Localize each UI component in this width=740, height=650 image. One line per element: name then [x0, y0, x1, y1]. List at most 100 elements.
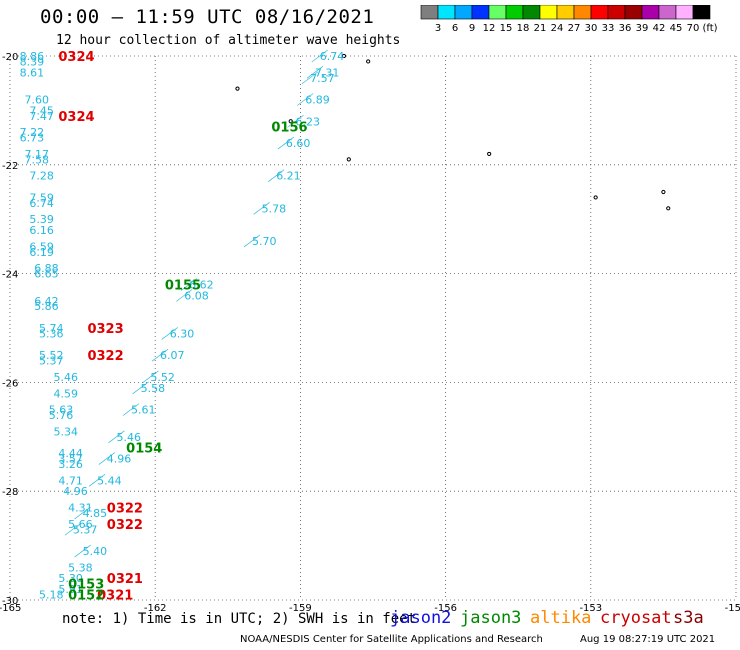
colorbar-label: 33 [602, 23, 615, 34]
wave-height-label: 6.60 [286, 137, 311, 150]
wave-height-label: 5.46 [116, 431, 141, 444]
island-marker [666, 206, 671, 211]
pass-time-label: 0321 [107, 572, 143, 587]
wave-height-label: 5.58 [141, 382, 166, 395]
wave-height-label: 8.61 [20, 66, 45, 79]
wave-height-label: 5.37 [73, 523, 98, 536]
lon-tick-label: -153 [579, 603, 602, 614]
wave-height-label: 5.78 [262, 202, 287, 215]
satellite-name-cryosat: cryosat [600, 608, 672, 628]
wave-height-label: 6.74 [320, 50, 345, 63]
track-tick [161, 327, 178, 340]
wave-height-label: 3.57 [58, 453, 83, 466]
wave-height-label: 7.17 [25, 148, 50, 161]
wave-height-label: 4.85 [83, 507, 108, 520]
wave-height-label: 8.39 [20, 55, 45, 68]
wave-height-label: 4.96 [107, 453, 132, 466]
wave-height-label: 5.74 [39, 322, 64, 335]
wave-height-label: 6.89 [305, 94, 330, 107]
track-tick [74, 506, 91, 520]
wave-height-label: 6.21 [276, 170, 301, 183]
wave-height-label: 5.61 [131, 404, 156, 417]
island-marker [341, 53, 347, 59]
wave-height-label: 5.37 [39, 355, 64, 368]
track-tick [297, 93, 314, 106]
wave-height-label: 5.91 [58, 583, 83, 596]
track-tick [301, 71, 319, 85]
wave-height-label: 3.26 [58, 458, 83, 471]
wave-height-label: 5.70 [252, 235, 277, 248]
island-marker [235, 86, 240, 91]
track-tick [88, 474, 106, 487]
colorbar-label: 15 [500, 23, 513, 34]
pass-time-label: 0154 [126, 442, 162, 457]
colorbar-label: 9 [469, 23, 475, 34]
island-marker [366, 59, 371, 64]
wave-height-label: 5.38 [68, 561, 93, 574]
wave-height-label: 6.07 [160, 349, 185, 362]
pass-time-label: 0323 [87, 322, 123, 337]
colorbar-label: 24 [551, 23, 564, 34]
lon-tick-label: -165 [0, 603, 21, 614]
wave-height-label: 7.59 [29, 191, 54, 204]
track-tick [311, 49, 328, 63]
colorbar-label: 45 [670, 23, 683, 34]
track-tick [74, 544, 91, 558]
wave-height-label: 6.42 [34, 295, 59, 308]
satellite-name-jason3: jason3 [460, 608, 522, 628]
wave-height-label: 6.62 [189, 278, 214, 291]
wave-height-label: 8.86 [20, 50, 45, 63]
wave-height-label: 5.18 [39, 589, 64, 602]
wave-height-label: 7.47 [29, 110, 54, 123]
lat-tick-label: -20 [2, 52, 18, 63]
wave-height-label: 6.59 [29, 240, 54, 253]
pass-time-label: 0322 [87, 349, 123, 364]
satellite-name-jason2: jason2 [390, 608, 452, 628]
wave-height-label: 6.23 [296, 115, 321, 128]
pass-time-label: 0324 [58, 110, 94, 125]
wave-height-label: 6.73 [20, 132, 45, 145]
colorbar-label: 36 [619, 23, 632, 34]
wave-height-label: 6.74 [29, 197, 54, 210]
credit-text: NOAA/NESDIS Center for Satellite Applica… [240, 634, 543, 645]
track-tick [277, 136, 295, 150]
pass-time-label: 0321 [97, 589, 133, 604]
satellite-name-s3a: s3a [673, 608, 704, 628]
wave-height-label: 5.44 [97, 474, 122, 487]
track-tick [180, 278, 198, 291]
pass-time-label: 0322 [107, 518, 143, 533]
colorbar-label: 39 [636, 23, 649, 34]
island-marker [593, 195, 598, 200]
wave-height-label: 4.31 [68, 502, 93, 515]
wave-height-label: 5.36 [39, 327, 64, 340]
generated-timestamp: Aug 19 08:27:19 UTC 2021 [580, 634, 716, 645]
colorbar-label: 18 [517, 23, 530, 34]
footer-note: note: 1) Time is in UTC; 2) SWH is in fe… [62, 611, 417, 627]
wave-height-label: 6.08 [184, 289, 209, 302]
wave-height-label: 5.52 [150, 371, 175, 384]
chart-title: 00:00 — 11:59 UTC 08/16/2021 [40, 6, 375, 28]
track-tick [142, 370, 159, 384]
satellite-name-altika: altika [530, 608, 592, 628]
wave-height-label: 6.19 [29, 246, 54, 259]
wave-height-label: 4.44 [58, 447, 83, 460]
track-tick [132, 381, 149, 395]
track-tick [287, 114, 304, 128]
track-tick [108, 430, 125, 444]
colorbar-label: (ft) [702, 23, 717, 34]
colorbar-label: 42 [653, 23, 666, 34]
wave-height-label: 7.57 [310, 72, 335, 85]
wave-height-label: 7.28 [29, 170, 54, 183]
wave-height-label: 5.39 [29, 213, 54, 226]
track-tick [176, 289, 193, 302]
wave-height-label: 7.31 [315, 66, 340, 79]
lat-tick-label: -24 [2, 270, 18, 281]
wave-height-label: 6.16 [29, 224, 54, 237]
lat-tick-label: -22 [2, 161, 18, 172]
pass-time-label: 0156 [271, 121, 307, 136]
wave-height-label: 5.76 [49, 409, 74, 422]
colorbar-label: 21 [534, 23, 547, 34]
lon-tick-label: -162 [144, 603, 167, 614]
